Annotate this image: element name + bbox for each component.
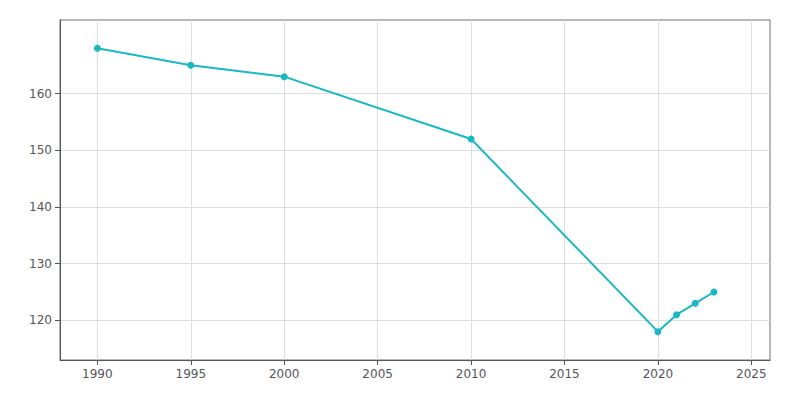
svg-text:2000: 2000 xyxy=(269,367,300,381)
svg-text:130: 130 xyxy=(29,257,52,271)
svg-text:1995: 1995 xyxy=(176,367,207,381)
svg-text:2005: 2005 xyxy=(362,367,393,381)
svg-text:2025: 2025 xyxy=(736,367,767,381)
svg-text:120: 120 xyxy=(29,313,52,327)
svg-text:160: 160 xyxy=(29,87,52,101)
svg-text:2020: 2020 xyxy=(643,367,674,381)
svg-text:1990: 1990 xyxy=(82,367,113,381)
svg-text:150: 150 xyxy=(29,143,52,157)
svg-text:2010: 2010 xyxy=(456,367,487,381)
svg-text:2015: 2015 xyxy=(549,367,580,381)
svg-text:140: 140 xyxy=(29,200,52,214)
